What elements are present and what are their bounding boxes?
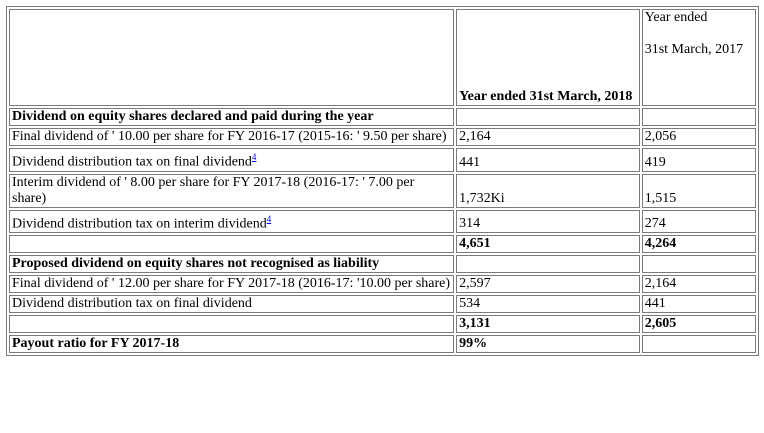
subtotal-2018: 4,651	[456, 235, 640, 254]
cell-2017: 419	[641, 148, 756, 172]
section-heading-proposed: Proposed dividend on equity shares not r…	[9, 255, 455, 274]
cell-2018: 441	[456, 148, 640, 172]
cell-2017: 1,515	[641, 173, 756, 208]
header-year-2017-line1: Year ended	[644, 10, 708, 25]
row-label-with-footnote: Dividend distribution tax on final divid…	[9, 148, 455, 172]
cell-2018: 1,732Ki	[456, 173, 640, 208]
cell-2018: 2,597	[456, 275, 640, 294]
subtotal-2018: 3,131	[456, 315, 640, 334]
row-label: Dividend distribution tax on final divid…	[12, 154, 252, 170]
header-year-2017: Year ended 31st March, 2017	[641, 9, 756, 106]
cell-2018: 2,164	[456, 128, 640, 146]
cell-2017	[641, 255, 756, 274]
row-label: Final dividend of ' 10.00 per share for …	[9, 128, 455, 146]
table-row: Final dividend of ' 12.00 per share for …	[9, 275, 756, 294]
cell-2017	[641, 335, 756, 354]
table-row: Payout ratio for FY 2017-18 99%	[9, 335, 756, 354]
table-row: Dividend distribution tax on final divid…	[9, 148, 756, 172]
table-row: Proposed dividend on equity shares not r…	[9, 255, 756, 274]
payout-ratio-value: 99%	[456, 335, 640, 354]
cell-2018	[456, 255, 640, 274]
table-row: Final dividend of ' 10.00 per share for …	[9, 128, 756, 146]
header-year-2018: Year ended 31st March, 2018	[456, 9, 640, 106]
footnote-link[interactable]: 4	[266, 213, 272, 224]
cell-2018: 534	[456, 295, 640, 314]
cell-2017	[641, 108, 756, 126]
table-row: Dividend distribution tax on interim div…	[9, 209, 756, 234]
row-label	[9, 315, 455, 334]
cell-2017: 274	[641, 209, 756, 234]
table-header-row: Year ended 31st March, 2018 Year ended 3…	[9, 9, 756, 106]
footnote-link[interactable]: 4	[251, 152, 257, 162]
cell-2017: 441	[641, 295, 756, 314]
row-label: Interim dividend of ' 8.00 per share for…	[9, 173, 455, 208]
header-empty-cell	[9, 9, 455, 106]
subtotal-2017: 4,264	[641, 235, 756, 254]
row-label-with-footnote: Dividend distribution tax on interim div…	[9, 209, 455, 234]
table-row: Interim dividend of ' 8.00 per share for…	[9, 173, 756, 208]
row-label: Dividend distribution tax on final divid…	[9, 295, 455, 314]
dividend-table: Year ended 31st March, 2018 Year ended 3…	[6, 6, 759, 357]
cell-2017: 2,056	[641, 128, 756, 146]
cell-2017: 2,164	[641, 275, 756, 294]
row-label: Dividend distribution tax on interim div…	[12, 216, 267, 232]
table-row: Dividend on equity shares declared and p…	[9, 108, 756, 126]
row-label	[9, 235, 455, 254]
table-row-subtotal: 4,651 4,264	[9, 235, 756, 254]
cell-2018	[456, 108, 640, 126]
table-row-subtotal: 3,131 2,605	[9, 315, 756, 334]
section-heading-declared: Dividend on equity shares declared and p…	[9, 108, 455, 126]
cell-2018: 314	[456, 209, 640, 234]
header-year-2017-line2: 31st March, 2017	[644, 42, 744, 57]
row-label: Final dividend of ' 12.00 per share for …	[9, 275, 455, 294]
table-row: Dividend distribution tax on final divid…	[9, 295, 756, 314]
subtotal-2017: 2,605	[641, 315, 756, 334]
payout-ratio-label: Payout ratio for FY 2017-18	[9, 335, 455, 354]
